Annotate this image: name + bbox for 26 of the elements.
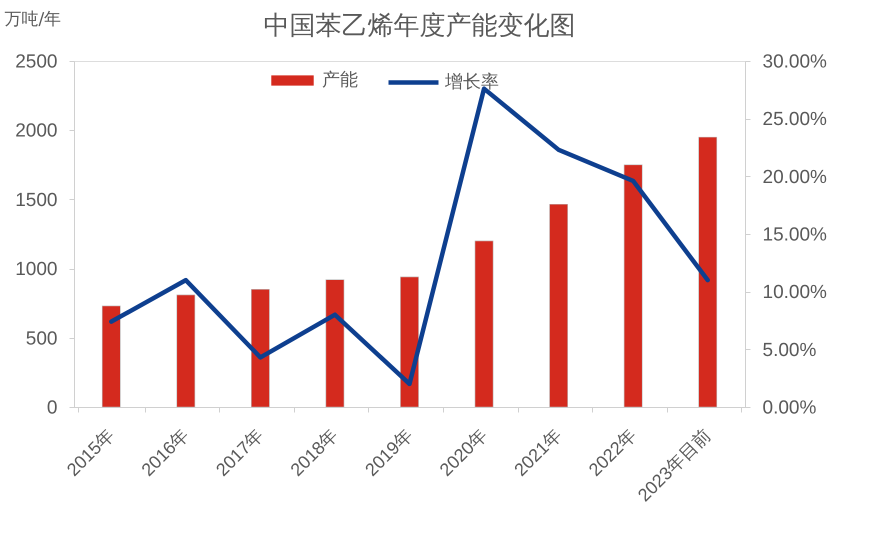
y2-tick-label: 10.00% <box>762 282 828 304</box>
y-tick-label: 500 <box>26 328 58 350</box>
y2-tick-label: 5.00% <box>762 340 816 361</box>
y-tick-label: 0 <box>46 398 58 418</box>
y-tick-label: 1000 <box>15 259 58 280</box>
bar <box>698 136 718 408</box>
legend-label: 产能 <box>322 70 358 90</box>
bar <box>251 289 270 408</box>
y-tick-label: 2000 <box>15 120 58 142</box>
y2-tick-label: 20.00% <box>762 166 828 188</box>
bar <box>624 164 643 408</box>
bar <box>176 294 196 408</box>
bar <box>400 276 419 408</box>
y2-tick-label: 15.00% <box>762 224 828 246</box>
y-tick-label: 2500 <box>15 52 58 72</box>
y2-tick-label: 25.00% <box>762 109 828 130</box>
bar <box>549 204 568 408</box>
y-axis-title: 万吨/年 <box>4 10 62 30</box>
y-tick-label: 1500 <box>15 190 58 211</box>
bar <box>474 240 494 408</box>
chart-title: 中国苯乙烯年度产能变化图 <box>264 11 576 41</box>
y2-tick-label: 0.00% <box>762 398 816 418</box>
legend-label: 增长率 <box>444 72 499 92</box>
y2-tick-label: 30.00% <box>762 52 828 72</box>
bar <box>102 306 121 408</box>
bar <box>326 279 344 408</box>
